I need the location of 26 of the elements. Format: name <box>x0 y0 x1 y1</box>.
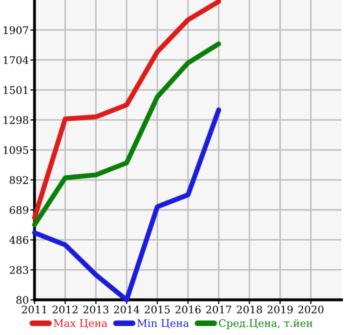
y-tick-label: 689 <box>10 206 28 214</box>
line-series <box>32 0 222 220</box>
y-tick-label: 892 <box>10 176 28 184</box>
x-tick-label: 2011 <box>22 306 46 314</box>
x-tick-label: 2013 <box>83 306 108 314</box>
x-tick-label: 2014 <box>114 306 140 314</box>
x-tick-label: 2016 <box>175 306 201 314</box>
legend-label: Min Цена <box>137 319 189 329</box>
y-tick-label: 283 <box>10 266 28 274</box>
line-series <box>32 41 222 228</box>
y-tick-label: 1298 <box>4 116 28 124</box>
legend-label: Сред.Цена, т.йен <box>218 319 312 330</box>
x-tick-label: 2012 <box>52 306 78 314</box>
x-tick-label: 2017 <box>206 306 232 314</box>
x-tick-label: 2019 <box>268 306 293 314</box>
x-tick-label: 2018 <box>236 306 262 314</box>
x-tick-label: 2020 <box>298 306 324 314</box>
y-tick-label: 80 <box>16 296 28 304</box>
y-tick-label: 1704 <box>4 56 28 64</box>
x-tick-label: 2015 <box>144 306 170 314</box>
y-tick-label: 1501 <box>4 86 28 94</box>
line-series <box>32 107 222 302</box>
y-tick-label: 1095 <box>4 146 28 154</box>
y-tick-label: 486 <box>9 236 28 244</box>
legend-label: Max Цена <box>54 319 108 329</box>
y-tick-label: 1907 <box>4 26 28 34</box>
